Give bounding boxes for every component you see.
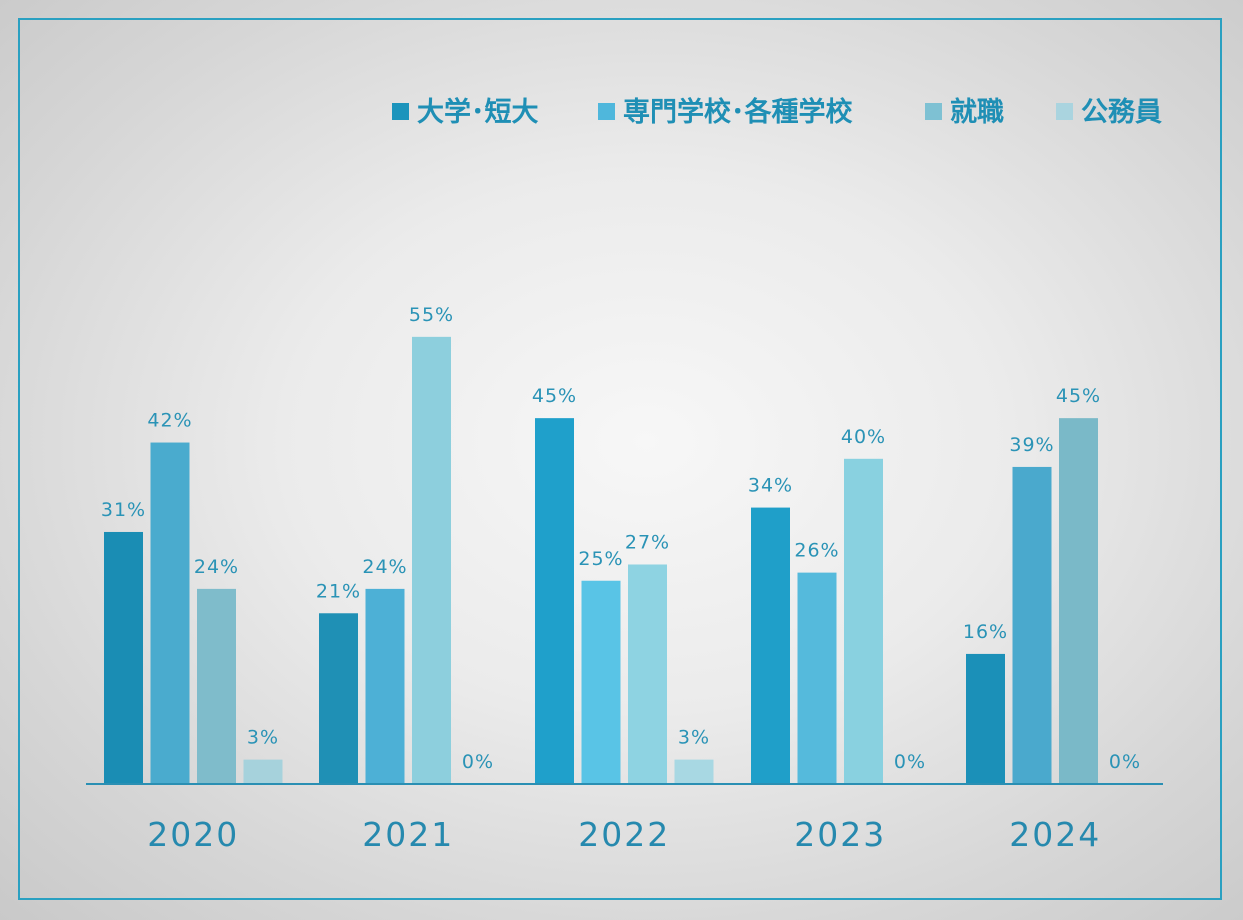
value-labels-layer: 31%42%24%3%21%24%55%0%45%25%27%3%34%26%4… <box>101 304 1141 773</box>
bar-2024-series-2 <box>1012 466 1052 784</box>
legend-swatch-1 <box>392 103 409 120</box>
value-label-2021-series-3: 55% <box>409 304 454 326</box>
bar-2021-series-2 <box>365 588 405 784</box>
bar-2023-series-1 <box>751 507 790 784</box>
bar-2021-series-1 <box>319 613 358 784</box>
bar-2024-series-3 <box>1059 418 1098 784</box>
value-label-2022-series-2: 25% <box>578 548 623 570</box>
category-label-2022: 2022 <box>578 815 670 854</box>
category-labels-layer: 2020 2021 2022 2023 2024 <box>147 815 1101 854</box>
legend: 大学･短大 専門学校･各種学校 就職 公務員 <box>392 96 1162 128</box>
value-label-2024-series-4: 0% <box>1109 751 1141 773</box>
category-label-2021: 2021 <box>362 815 454 854</box>
value-label-2023-series-2: 26% <box>794 540 839 562</box>
legend-label-2: 専門学校･各種学校 <box>623 96 853 128</box>
legend-swatch-2 <box>598 103 615 120</box>
legend-swatch-4 <box>1056 103 1073 120</box>
bar-2020-series-3 <box>197 588 236 784</box>
legend-label-4: 公務員 <box>1081 97 1162 128</box>
legend-label-3: 就職 <box>950 97 1004 128</box>
category-label-2020: 2020 <box>147 815 239 854</box>
bar-2022-series-1 <box>535 418 574 784</box>
bar-2022-series-4 <box>674 759 714 784</box>
value-label-2022-series-1: 45% <box>532 385 577 407</box>
value-label-2020-series-2: 42% <box>147 410 192 432</box>
bar-2022-series-2 <box>581 580 621 784</box>
value-label-2022-series-3: 27% <box>625 531 670 553</box>
value-label-2020-series-3: 24% <box>194 556 239 578</box>
legend-label-1: 大学･短大 <box>417 96 539 128</box>
bar-2022-series-3 <box>628 564 667 784</box>
bar-2020-series-1 <box>104 531 143 784</box>
bar-2024-series-1 <box>966 653 1005 784</box>
bar-2021-series-3 <box>412 336 451 784</box>
value-label-2024-series-1: 16% <box>963 621 1008 643</box>
category-label-2024: 2024 <box>1009 815 1101 854</box>
bar-2023-series-2 <box>797 572 837 784</box>
bar-2020-series-4 <box>243 759 283 784</box>
value-label-2021-series-2: 24% <box>362 556 407 578</box>
bar-2023-series-3 <box>844 458 883 784</box>
value-label-2020-series-1: 31% <box>101 499 146 521</box>
category-label-2023: 2023 <box>794 815 886 854</box>
value-label-2023-series-4: 0% <box>894 751 926 773</box>
value-label-2023-series-3: 40% <box>841 426 886 448</box>
chart-frame <box>18 18 1222 900</box>
value-label-2022-series-4: 3% <box>678 727 710 749</box>
value-label-2021-series-1: 21% <box>316 580 361 602</box>
bar-2020-series-2 <box>150 442 190 784</box>
value-label-2020-series-4: 3% <box>247 727 279 749</box>
legend-swatch-3 <box>925 103 942 120</box>
value-label-2024-series-3: 45% <box>1056 385 1101 407</box>
value-label-2021-series-4: 0% <box>462 751 494 773</box>
value-label-2023-series-1: 34% <box>748 475 793 497</box>
value-label-2024-series-2: 39% <box>1009 434 1054 456</box>
bars-layer <box>104 336 1098 784</box>
